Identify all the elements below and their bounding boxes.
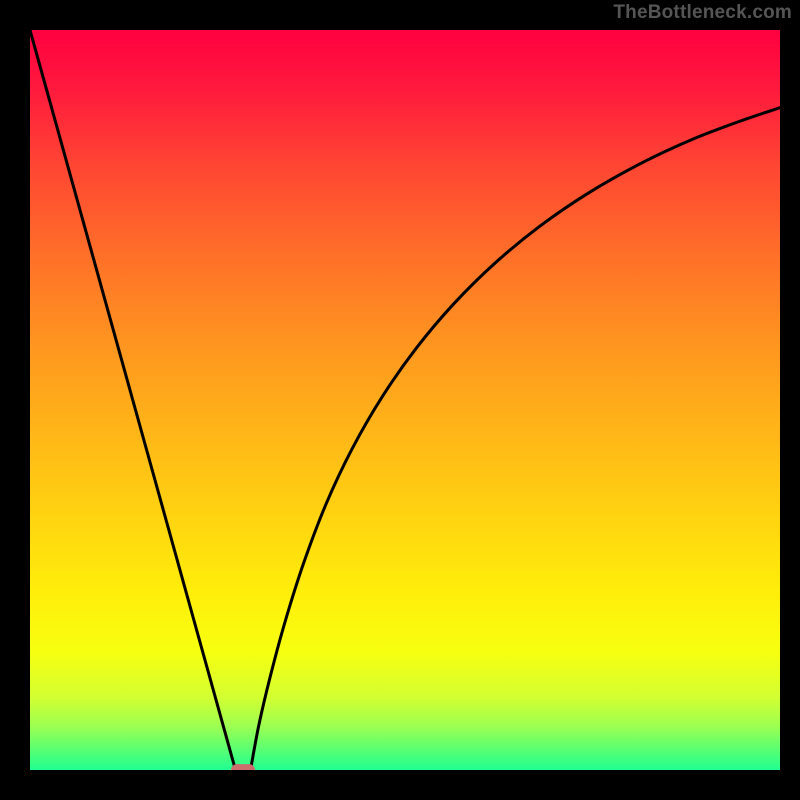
watermark-text: TheBottleneck.com [613,2,792,24]
plot-area [30,30,780,770]
gradient-background [30,30,780,770]
minimum-marker [231,764,255,770]
chart-frame: TheBottleneck.com [0,0,800,800]
chart-svg [30,30,780,770]
